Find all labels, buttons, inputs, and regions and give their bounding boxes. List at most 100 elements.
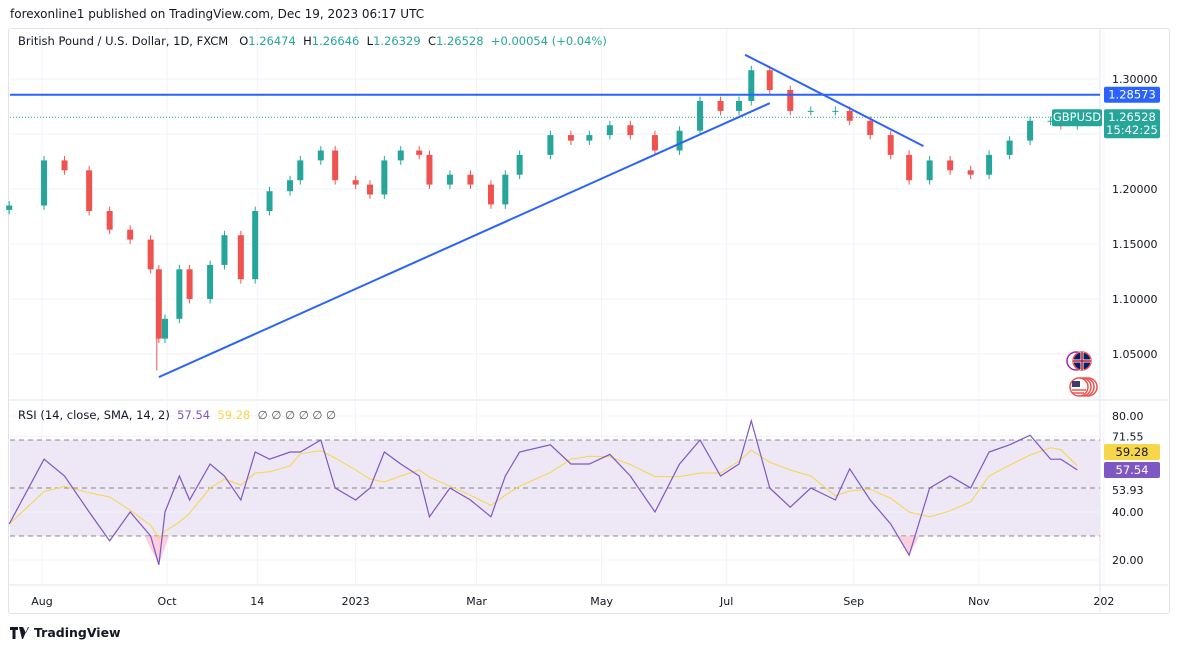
candle-body — [947, 160, 954, 171]
candle-body — [502, 174, 509, 205]
candle-body — [736, 101, 742, 111]
low-value: 1.26329 — [373, 34, 421, 48]
candle-body — [467, 174, 474, 185]
close-label: C — [427, 34, 436, 48]
candle-body — [986, 154, 993, 175]
usd-flag-canton — [1072, 381, 1080, 387]
candle-body — [1047, 120, 1054, 122]
last-price-badge — [1104, 109, 1160, 139]
candle-body — [6, 205, 13, 210]
candle-body — [586, 135, 593, 141]
candle-body — [127, 229, 134, 240]
hline-price-badge — [1104, 86, 1160, 103]
candle-body — [1027, 120, 1034, 141]
candle-body — [352, 180, 359, 185]
change-value: +0.00054 (+0.04%) — [490, 34, 607, 48]
candle-body — [397, 150, 404, 161]
last-price-badge-text: 1.26528 — [1108, 110, 1156, 124]
time-tick-label: 202 — [1093, 595, 1114, 608]
time-tick-label: Aug — [31, 595, 52, 608]
rsi-sma-badge-text: 59.28 — [1116, 445, 1149, 459]
candle-body — [297, 160, 304, 181]
candle-body — [787, 90, 794, 111]
rsi-tick-label: 40.00 — [1112, 506, 1144, 519]
price-tick-label: 1.05000 — [1112, 348, 1158, 361]
candle-body — [627, 125, 634, 136]
candle-body — [86, 170, 93, 211]
candle-body — [367, 184, 373, 195]
rsi-label: RSI (14, close, SMA, 14, 2) — [18, 408, 170, 422]
candle-body — [867, 120, 874, 136]
candle-body — [487, 184, 494, 205]
high-value: 1.26646 — [311, 34, 360, 48]
gbp-flag-cross-red — [1073, 352, 1091, 370]
open-label: O — [239, 34, 249, 48]
chart-frame — [8, 28, 1170, 614]
low-label: L — [366, 34, 374, 48]
time-tick-label: May — [590, 595, 613, 608]
candle-body — [766, 70, 773, 90]
candle-body — [748, 70, 755, 101]
candle-body — [186, 269, 193, 299]
candle-body — [807, 110, 814, 112]
time-tick-label: 2023 — [342, 595, 370, 608]
candle-body — [416, 150, 423, 155]
symbol-legend: British Pound / U.S. Dollar, 1D, FXCM O1… — [18, 34, 607, 48]
usd-flag-stripes — [1072, 389, 1086, 394]
rsi-tick-label: 80.00 — [1112, 410, 1144, 423]
rsi-sma-line — [8, 447, 1078, 540]
price-tick-label: 1.30000 — [1112, 73, 1158, 86]
open-value: 1.26474 — [248, 34, 296, 48]
rsi-value-badge — [1104, 462, 1160, 478]
rsi-tick-label: 53.93 — [1112, 484, 1144, 497]
time-tick-label: Oct — [158, 595, 178, 608]
candle-body — [61, 160, 68, 171]
publisher-line: forexonline1 published on TradingView.co… — [10, 7, 425, 21]
time-tick-label: Mar — [466, 595, 487, 608]
candle-body — [567, 135, 574, 141]
candle-body — [717, 101, 724, 111]
rsi-line — [8, 418, 1078, 565]
candle-body — [651, 135, 658, 151]
time-tick-label: Nov — [968, 595, 990, 608]
symbol-description: British Pound / U.S. Dollar, 1D, FXCM — [18, 34, 229, 48]
rsi-value: 57.54 — [177, 408, 211, 422]
rsi-sma-badge — [1104, 444, 1160, 460]
candle-body — [221, 235, 228, 265]
candle-body — [207, 264, 214, 299]
high-label: H — [303, 34, 312, 48]
candle-body — [176, 269, 183, 319]
candle-body — [162, 318, 168, 339]
close-value: 1.26528 — [435, 34, 484, 48]
candle-body — [317, 150, 324, 161]
candle-body — [967, 170, 974, 175]
trendline — [158, 102, 771, 379]
price-tick-label: 1.15000 — [1112, 238, 1158, 251]
candle-body — [287, 180, 294, 192]
candle-body — [1006, 140, 1013, 155]
candle-body — [446, 174, 453, 185]
price-tick-label: 1.20000 — [1112, 183, 1158, 196]
candle-body — [426, 154, 433, 185]
time-tick-label: Sep — [843, 595, 864, 608]
candle-body — [147, 239, 154, 270]
candle-body — [516, 154, 523, 175]
price-tick-label: 1.10000 — [1112, 293, 1158, 306]
rsi-tick-label: 71.55 — [1112, 430, 1144, 443]
rsi-value-badge-text: 57.54 — [1116, 463, 1149, 477]
candle-body — [676, 130, 683, 151]
candle-body — [41, 160, 48, 206]
time-tick-label: 14 — [250, 595, 264, 608]
candle-body — [846, 110, 853, 121]
time-tick-label: Jul — [719, 595, 733, 608]
tradingview-logo-icon — [10, 626, 29, 639]
candle-body — [237, 235, 244, 280]
candle-body — [381, 160, 388, 195]
hline-price-badge-text: 1.28573 — [1108, 88, 1156, 102]
rsi-sma-value: 59.28 — [217, 408, 251, 422]
candle-body — [606, 125, 613, 136]
brand-name: TradingView — [34, 625, 121, 640]
candle-body — [332, 150, 339, 181]
candle-body — [832, 110, 839, 112]
